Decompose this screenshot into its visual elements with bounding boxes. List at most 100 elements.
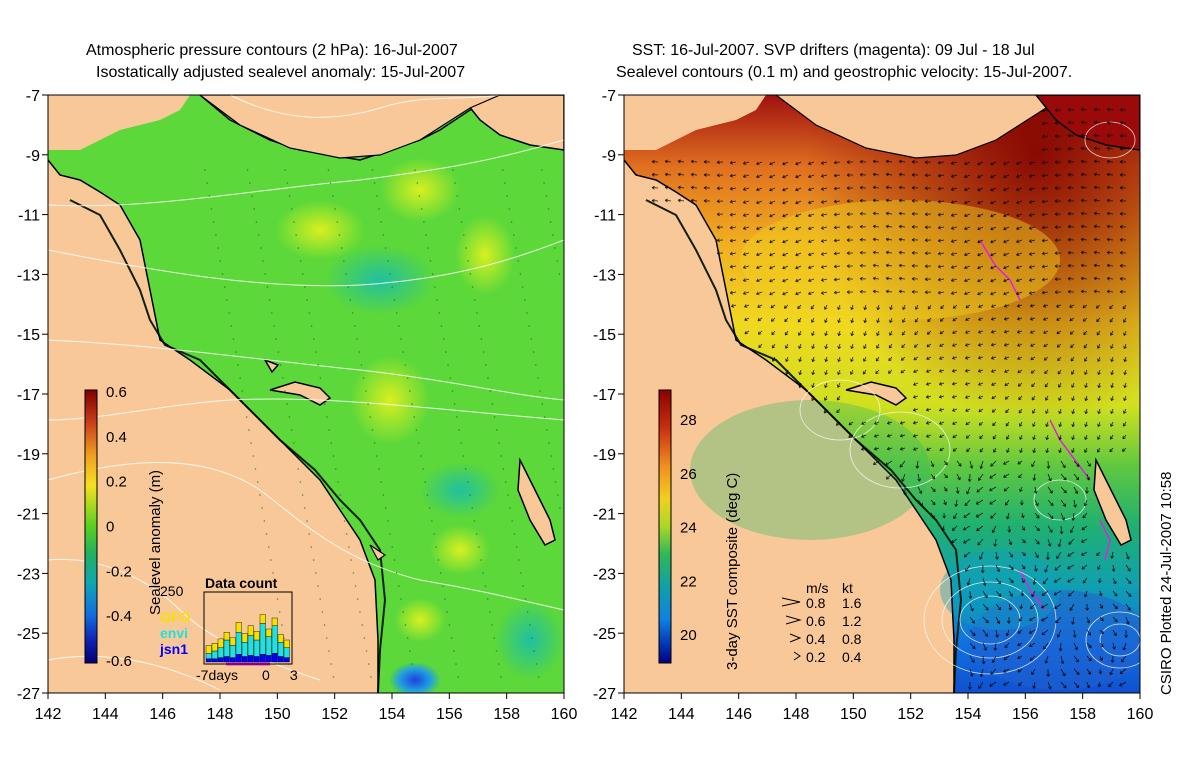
- altimeter-track-dot: [482, 572, 485, 574]
- altimeter-track-dot: [480, 338, 483, 340]
- velocity-arrow: [837, 356, 841, 363]
- altimeter-track-dot: [398, 325, 400, 327]
- dc-xlabel-end: 3: [290, 667, 298, 683]
- velocity-arrow: [995, 564, 1001, 573]
- velocity-arrow: [1125, 564, 1131, 572]
- velocity-arrow: [770, 317, 776, 322]
- velocity-arrow: [937, 290, 945, 295]
- velocity-arrow: [729, 290, 737, 295]
- velocity-arrow: [1095, 304, 1101, 309]
- velocity-arrow: [1019, 434, 1023, 440]
- velocity-arrow: [1069, 330, 1075, 335]
- velocity-arrow: [797, 304, 802, 310]
- velocity-arrow: [977, 369, 984, 373]
- velocity-arrow: [808, 278, 815, 283]
- velocity-arrow: [1112, 629, 1117, 637]
- velocity-arrow: [1041, 238, 1049, 243]
- velocity-arrow: [964, 226, 971, 231]
- altimeter-track-dot: [239, 377, 241, 379]
- altimeter-track-dot: [367, 663, 370, 665]
- velocity-arrow: [950, 174, 958, 178]
- altimeter-track-dot: [389, 533, 391, 535]
- velocity-arrow: [1016, 213, 1023, 218]
- altimeter-track-dot: [451, 390, 454, 392]
- velocity-arrow: [917, 486, 923, 494]
- velocity-arrow: [991, 408, 997, 413]
- velocity-arrow: [1058, 447, 1062, 454]
- velocity-arrow: [1003, 343, 1010, 347]
- velocity-arrow: [769, 278, 776, 283]
- altimeter-track-dot: [411, 663, 413, 665]
- velocity-arrow: [1041, 251, 1049, 256]
- altimeter-track-dot: [429, 260, 432, 262]
- velocity-arrow: [850, 343, 854, 350]
- right-xtick-label: 160: [1127, 706, 1154, 723]
- altimeter-track-dot: [440, 325, 443, 327]
- altimeter-track-dot: [457, 676, 460, 678]
- velocity-arrow: [820, 161, 828, 165]
- velocity-arrow: [991, 382, 997, 386]
- velocity-arrow: [1031, 460, 1036, 468]
- velocity-arrow: [1099, 603, 1103, 609]
- altimeter-track-dot: [532, 351, 535, 353]
- velocity-arrow: [836, 395, 841, 401]
- velocity-arrow: [990, 342, 997, 347]
- right-xtick-label: 154: [955, 706, 982, 723]
- data-count-bar-segment: [205, 653, 212, 659]
- altimeter-track-dot: [414, 169, 416, 171]
- velocity-arrow: [1119, 237, 1127, 242]
- velocity-arrow: [937, 225, 945, 230]
- velocity-arrow: [846, 238, 854, 242]
- altimeter-track-dot: [250, 442, 252, 444]
- altimeter-track-dot: [467, 481, 469, 483]
- velocity-arrow: [915, 304, 919, 310]
- velocity-arrow: [782, 239, 789, 244]
- altimeter-track-dot: [398, 585, 400, 587]
- velocity-arrow: [1016, 252, 1023, 257]
- velocity-arrow: [980, 564, 985, 574]
- velocity-arrow: [1060, 460, 1066, 469]
- velocity-arrow: [1099, 655, 1103, 661]
- velocity-arrow: [862, 369, 867, 375]
- velocity-arrow: [924, 225, 932, 230]
- velocity-arrow: [1020, 512, 1025, 519]
- velocity-arrow: [1007, 616, 1011, 624]
- altimeter-track-dot: [351, 312, 354, 314]
- altimeter-track-dot: [234, 351, 237, 353]
- left-ytick-label: -27: [17, 686, 40, 703]
- velocity-arrow: [969, 668, 974, 677]
- altimeter-track-dot: [413, 676, 416, 678]
- velocity-arrow: [969, 616, 975, 624]
- velocity-arrow: [964, 252, 971, 257]
- altimeter-track-dot: [315, 572, 317, 574]
- velocity-arrow: [1017, 343, 1023, 347]
- velocity-arrow: [861, 434, 867, 438]
- velocity-arrow: [940, 304, 945, 310]
- altimeter-track-dot: [254, 468, 257, 470]
- velocity-arrow: [1080, 276, 1088, 281]
- altimeter-track-dot: [382, 494, 385, 496]
- velocity-arrow: [1069, 317, 1075, 322]
- altimeter-track-dot: [517, 559, 520, 561]
- velocity-arrow: [1034, 538, 1040, 545]
- velocity-arrow: [1016, 174, 1023, 179]
- velocity-arrow: [1005, 408, 1010, 414]
- velocity-arrow: [795, 278, 802, 283]
- velocity-arrow: [795, 239, 802, 244]
- velocity-arrow: [911, 289, 919, 294]
- velocity-arrow: [859, 198, 867, 203]
- velocity-arrow: [783, 304, 789, 309]
- velocity-arrow: [1029, 616, 1036, 622]
- velocity-arrow: [872, 289, 880, 294]
- velocity-arrow: [990, 291, 997, 296]
- velocity-arrow: [1060, 681, 1067, 689]
- right-colorbar-tick: 24: [680, 520, 697, 537]
- velocity-arrow: [808, 200, 815, 205]
- velocity-arrow: [911, 198, 919, 203]
- velocity-arrow: [1003, 200, 1010, 205]
- velocity-arrow: [837, 369, 841, 375]
- altimeter-track-dot: [535, 663, 538, 665]
- altimeter-track-dot: [393, 299, 396, 301]
- velocity-arrow: [1067, 185, 1075, 190]
- altimeter-track-dot: [484, 364, 487, 366]
